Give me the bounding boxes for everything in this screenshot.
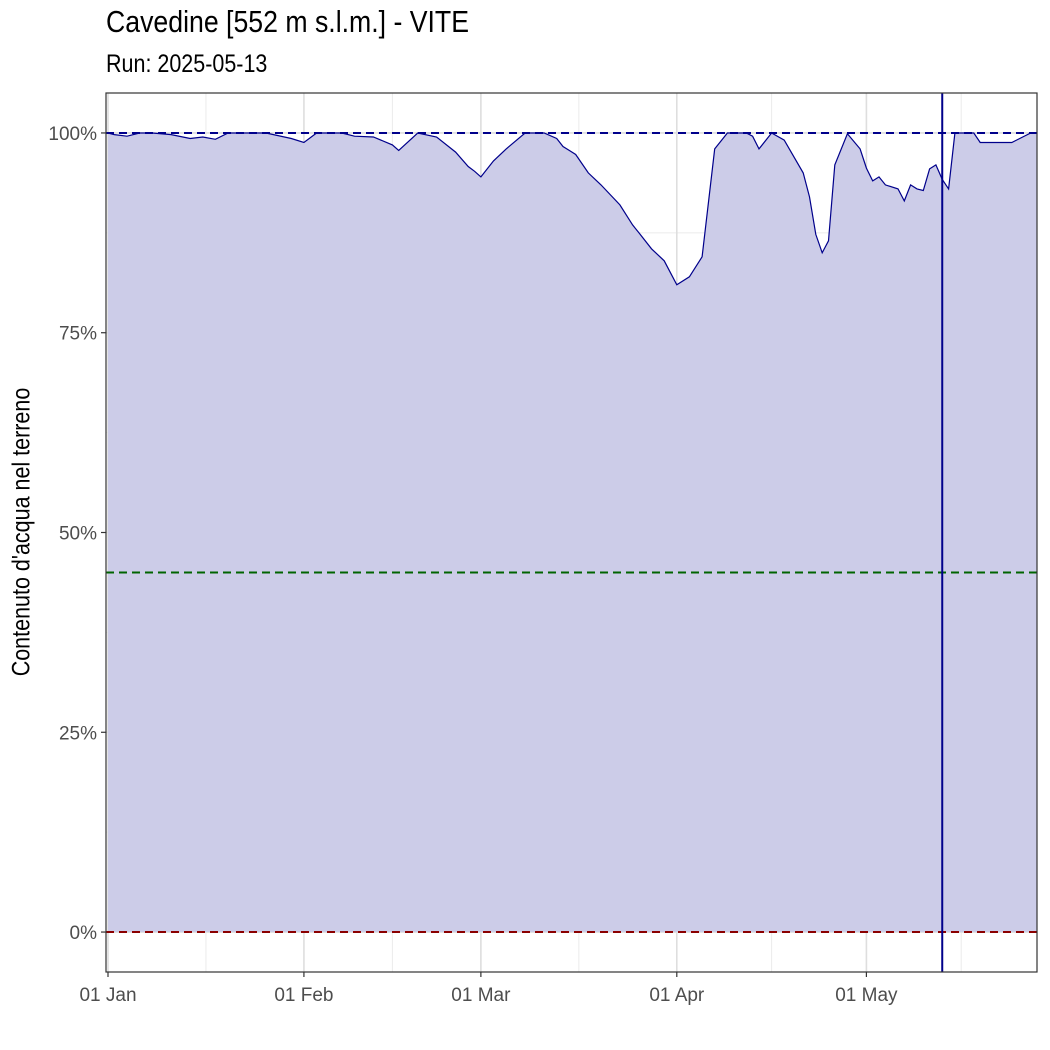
series-line — [107, 132, 1037, 286]
y-tick-label: 75% — [59, 324, 97, 345]
x-tick-label: 01 Mar — [451, 985, 511, 1006]
y-tick-label: 25% — [59, 723, 97, 744]
x-tick-label: 01 Feb — [274, 985, 333, 1006]
y-tick-label: 0% — [70, 923, 98, 944]
reference-lines-layer — [106, 93, 1037, 972]
x-tick-label: 01 May — [835, 985, 898, 1006]
y-tick-label: 50% — [59, 524, 97, 545]
chart-title: Cavedine [552 m s.l.m.] - VITE — [106, 4, 470, 39]
axis-layer: 0% 25% 50% 75% 100% 01 Jan 01 Feb 01 Mar 01 Apr 0… — [48, 92, 1038, 1006]
line-layer — [107, 132, 1037, 286]
series-area — [108, 133, 1038, 933]
chart-subtitle: Run: 2025-05-13 — [106, 50, 268, 78]
y-tick-label: 100% — [48, 124, 97, 145]
x-tick-label: 01 Jan — [79, 985, 136, 1006]
fill-layer — [108, 133, 1038, 933]
x-tick-label: 01 Apr — [649, 985, 705, 1006]
